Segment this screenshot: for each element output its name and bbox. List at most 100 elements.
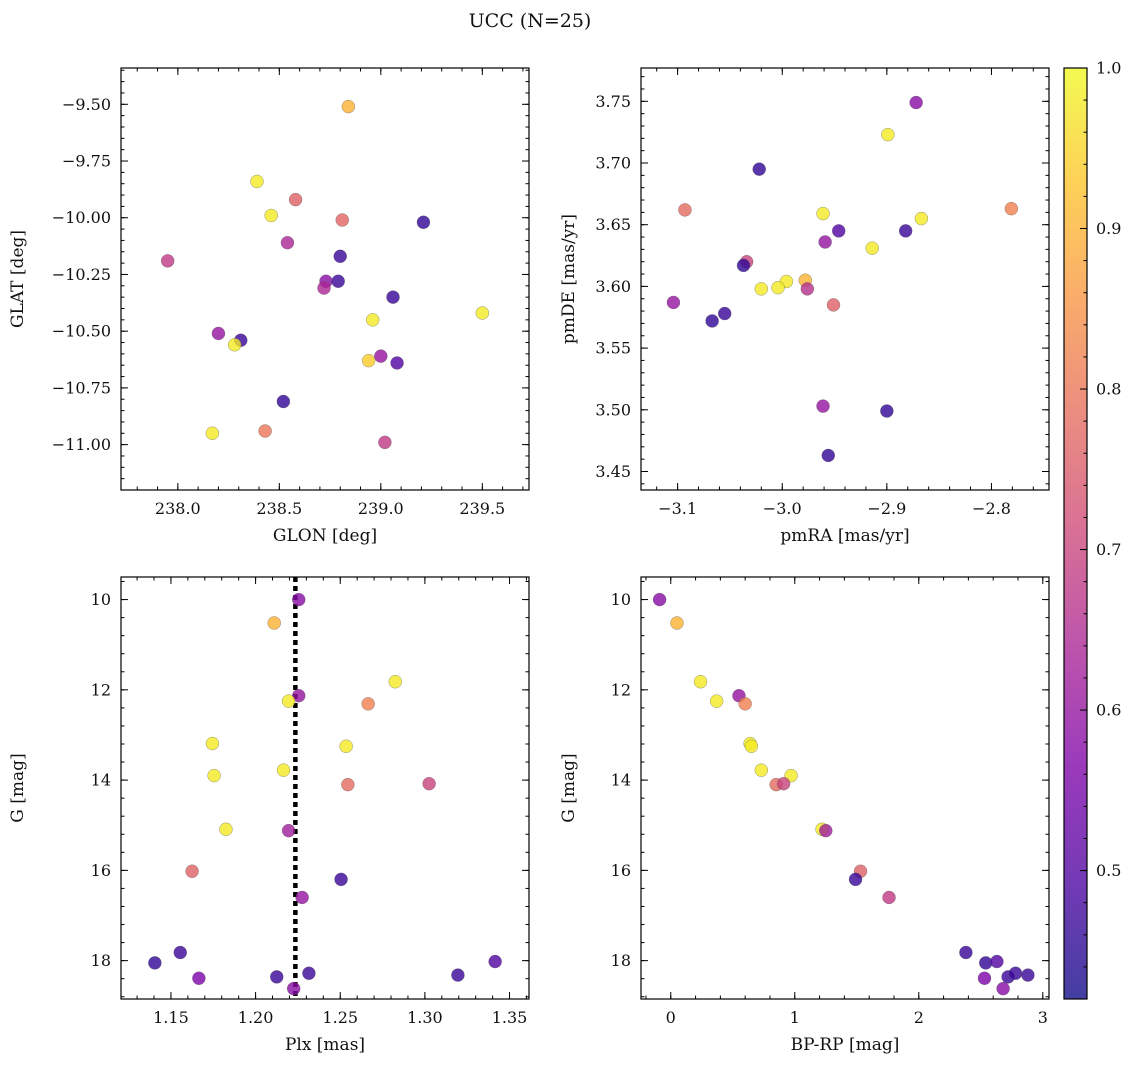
scatter-point (286, 981, 301, 996)
scatter-point (898, 224, 913, 238)
y-tick-label: −9.50 (62, 95, 111, 114)
scatter-point (258, 424, 272, 438)
colorbar-tick-label: 1.0 (1096, 59, 1121, 78)
colorbar-gradient (1064, 68, 1087, 999)
minor-ticks (641, 577, 1049, 999)
x-tick-label: 1.35 (492, 1008, 528, 1027)
scatter-point (865, 241, 879, 255)
x-tick-label: −3.0 (763, 499, 802, 518)
scatter-point (736, 258, 751, 273)
y-tick-label: 3.65 (595, 215, 631, 234)
scatter-point (219, 822, 233, 837)
x-tick-label: 1.20 (238, 1008, 274, 1027)
scatter-point (339, 739, 353, 754)
scatter-point (1004, 201, 1019, 216)
colorbar-tick-label: 0.9 (1096, 219, 1121, 238)
y-tick-label: 16 (91, 861, 111, 880)
scatter-point (270, 970, 284, 984)
scatter-point (816, 399, 830, 413)
scatter-point (666, 295, 681, 310)
scatter-point (185, 864, 199, 879)
scatter-point (488, 954, 502, 969)
scatter-point (914, 211, 929, 226)
scatter-point (292, 592, 306, 607)
scatter-point (160, 254, 175, 268)
y-tick-label: 3.75 (595, 92, 631, 111)
x-tick-label: 3 (1038, 1008, 1048, 1027)
axes-frame (120, 67, 530, 491)
scatter-point (388, 674, 403, 689)
y-tick-label: 10 (611, 590, 631, 609)
y-tick-label: 3.55 (595, 339, 631, 358)
x-tick-label: 0 (666, 1008, 676, 1027)
y-tick-label: −10.25 (52, 265, 111, 284)
scatter-point (831, 224, 846, 238)
scatter-point (333, 249, 347, 264)
colorbar-tick-label: 0.7 (1096, 540, 1121, 559)
scatter-point (818, 235, 832, 249)
scatter-point (361, 353, 376, 368)
scatter-point (816, 206, 830, 221)
x-tick-label: 238.5 (256, 499, 302, 518)
scatter-point (909, 95, 923, 110)
y-tick-label: 10 (91, 590, 111, 609)
scatter-point (738, 697, 752, 711)
panel-pmra-pmde: −3.1 −3.0 −2.9 −2.8 3.45 3.50 3.55 3.60 3.65 3.70… (559, 67, 1050, 546)
y-tick-label: 12 (91, 680, 111, 699)
scatter-point (276, 763, 291, 777)
colorbar-ticks: 0.5 0.6 0.7 0.8 0.9 1.0 (1080, 59, 1121, 1000)
scatter-point (881, 127, 895, 142)
scatter-point (374, 349, 388, 363)
y-tick-label: 14 (611, 771, 631, 790)
scatter-point (192, 971, 206, 985)
y-tick-label: 12 (611, 680, 631, 699)
scatter-point (717, 306, 732, 321)
scatter-point (302, 966, 316, 981)
scatter-point (173, 945, 188, 960)
axes-frame (120, 576, 530, 1000)
scatter-point (205, 736, 220, 751)
scatter-point (709, 694, 724, 708)
colorbar-tick-label: 0.8 (1096, 380, 1121, 399)
scatter-point (678, 203, 692, 217)
panel-glon-glat: 238.0 238.5 239.0 239.5 −9.50 −9.75 −10.00 −10.… (8, 67, 530, 546)
scatter-point (977, 971, 992, 985)
y-tick-label: −10.50 (52, 322, 111, 341)
x-tick-label: 1.30 (407, 1008, 443, 1027)
x-axis-label: Plx [mas] (285, 1035, 365, 1055)
scatter-point (281, 694, 296, 708)
colorbar-tick-label: 0.6 (1096, 701, 1121, 720)
scatter-point (1008, 966, 1023, 981)
x-tick-label: −2.8 (972, 499, 1011, 518)
minor-ticks (641, 68, 1049, 490)
scatter-point (754, 763, 769, 777)
x-tick-label: 1.15 (153, 1008, 189, 1027)
axes-frame (640, 576, 1050, 1000)
scatter-point (1021, 968, 1035, 982)
scatter-point (821, 448, 836, 463)
scatter-point (386, 290, 400, 304)
x-tick-label: 239.5 (459, 499, 505, 518)
scatter-point (826, 298, 841, 312)
y-tick-label: −11.00 (52, 435, 111, 454)
scatter-point (276, 394, 291, 409)
scatter-point (295, 890, 309, 905)
x-tick-label: 239.0 (358, 499, 404, 518)
x-axis-label: GLON [deg] (273, 526, 377, 546)
scatter-point (744, 739, 759, 754)
scatter-point (848, 872, 863, 887)
scatter-point (416, 215, 431, 230)
scatter-point (705, 314, 719, 328)
scatter-point (390, 356, 404, 370)
scatter-point (250, 174, 264, 189)
scatter-point (882, 890, 896, 905)
scatter-point (264, 208, 278, 223)
scatter-point (754, 282, 769, 296)
y-tick-label: 3.60 (595, 277, 631, 296)
scatter-point (800, 282, 815, 296)
scatter-point (959, 945, 973, 960)
y-tick-label: 3.50 (595, 400, 631, 419)
x-tick-label: −2.9 (867, 499, 906, 518)
scatter-point (693, 674, 708, 689)
